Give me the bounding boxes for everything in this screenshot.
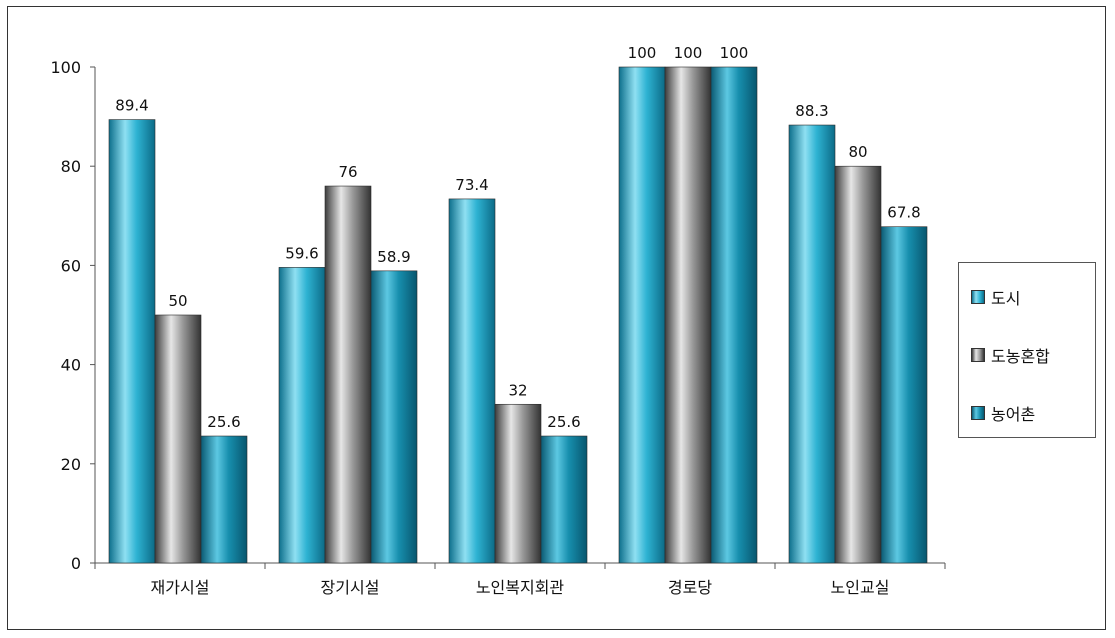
data-label: 59.6 <box>285 244 318 262</box>
chart-frame <box>7 6 1106 630</box>
data-label: 89.4 <box>115 97 148 115</box>
legend-swatch <box>971 290 985 304</box>
x-tick-label: 노인복지회관 <box>476 578 565 597</box>
bar <box>494 403 542 564</box>
y-tick-label: 0 <box>71 554 81 573</box>
bar <box>834 165 882 564</box>
legend-item-series-1: 도시 <box>971 285 1020 309</box>
legend-item-series-3: 농어촌 <box>971 401 1035 425</box>
legend-swatch <box>971 406 985 420</box>
legend-label: 도시 <box>991 289 1021 308</box>
bar <box>788 124 836 564</box>
data-label: 58.9 <box>377 248 410 266</box>
y-tick-label: 80 <box>61 157 81 176</box>
x-tick-label: 재가시설 <box>151 578 210 597</box>
y-tick-label: 40 <box>61 356 81 375</box>
bar <box>540 435 588 564</box>
data-label: 76 <box>338 163 357 181</box>
bar <box>200 435 248 564</box>
bar <box>710 66 758 564</box>
bar <box>664 66 712 564</box>
data-label: 100 <box>674 44 703 62</box>
bar <box>324 185 372 564</box>
data-label: 80 <box>848 143 867 161</box>
legend-label: 농어촌 <box>991 405 1036 424</box>
bar <box>880 226 928 564</box>
data-label: 73.4 <box>455 176 488 194</box>
y-tick-label: 20 <box>61 455 81 474</box>
y-tick-label: 100 <box>50 58 81 77</box>
data-label: 67.8 <box>887 204 920 222</box>
data-label: 100 <box>628 44 657 62</box>
x-tick-label: 경로당 <box>668 578 712 597</box>
data-label: 88.3 <box>795 102 828 120</box>
data-label: 100 <box>720 44 749 62</box>
bar <box>618 66 666 564</box>
x-tick-label: 노인교실 <box>831 578 890 597</box>
bar <box>370 270 418 564</box>
legend-label: 도농혼합 <box>991 347 1050 366</box>
data-label: 32 <box>508 381 527 399</box>
legend-item-series-2: 도농혼합 <box>971 343 1050 367</box>
x-tick-label: 장기시설 <box>321 578 380 597</box>
bar <box>448 198 496 564</box>
data-label: 25.6 <box>547 413 580 431</box>
bar <box>278 267 326 564</box>
bar <box>108 119 156 564</box>
bar <box>154 314 202 564</box>
data-label: 50 <box>168 292 187 310</box>
legend: 도시 도농혼합 농어촌 <box>958 262 1096 438</box>
y-tick-label: 60 <box>61 256 81 275</box>
legend-swatch <box>971 348 985 362</box>
data-label: 25.6 <box>207 413 240 431</box>
